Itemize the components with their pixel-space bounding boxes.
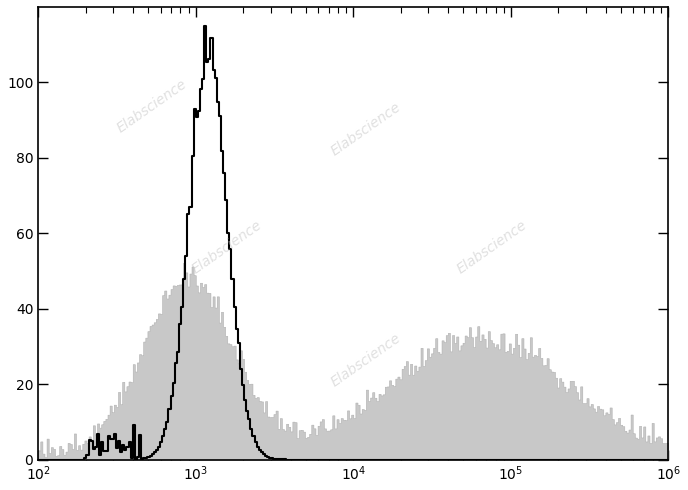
Text: Elabscience: Elabscience bbox=[114, 77, 189, 136]
Text: Elabscience: Elabscience bbox=[328, 331, 403, 389]
Text: Elabscience: Elabscience bbox=[454, 218, 530, 276]
Text: Elabscience: Elabscience bbox=[328, 100, 403, 158]
Text: Elabscience: Elabscience bbox=[190, 218, 265, 276]
